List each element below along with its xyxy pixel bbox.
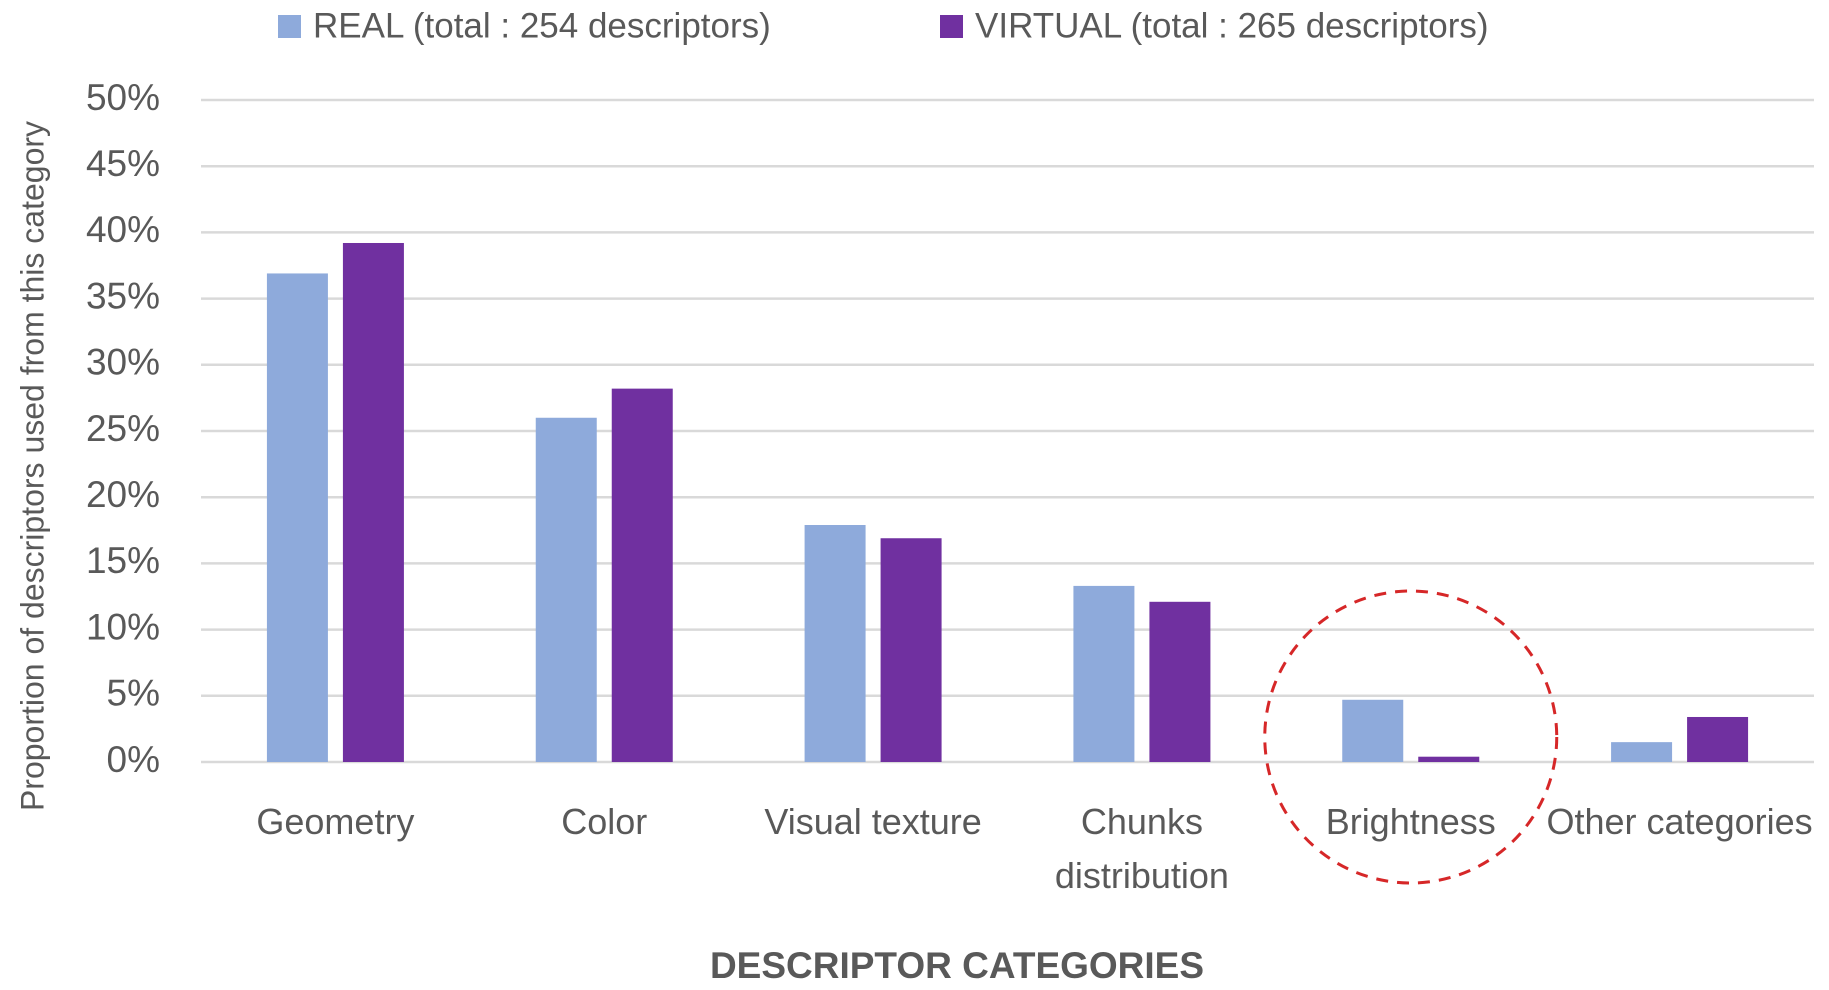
bar xyxy=(880,538,942,762)
bar xyxy=(1687,716,1749,762)
y-axis-title: Proportion of descriptors used from this… xyxy=(14,121,50,811)
y-tick-label: 20% xyxy=(86,474,160,515)
bar xyxy=(1611,742,1673,762)
y-tick-label: 0% xyxy=(107,739,160,780)
legend-swatch xyxy=(940,15,963,38)
x-tick-label: Chunks distribution xyxy=(1054,801,1229,896)
bar xyxy=(804,525,866,762)
x-tick-label: Brightness xyxy=(1325,801,1496,842)
y-tick-label: 15% xyxy=(86,540,160,581)
bar xyxy=(611,388,673,762)
y-tick-label: 5% xyxy=(107,673,160,714)
bar xyxy=(266,273,328,762)
highlight-circle xyxy=(1263,589,1559,885)
legend-label: VIRTUAL (total : 265 descriptors) xyxy=(975,6,1489,45)
bar xyxy=(535,417,597,762)
bar xyxy=(1342,699,1404,762)
x-tick-label: Color xyxy=(561,801,648,842)
bar xyxy=(1418,756,1480,762)
y-tick-label: 45% xyxy=(86,143,160,184)
y-tick-label: 50% xyxy=(86,77,160,118)
legend-swatch xyxy=(278,15,301,38)
bar xyxy=(342,242,404,762)
x-tick-label: Other categories xyxy=(1546,801,1813,842)
y-tick-label: 40% xyxy=(86,209,160,250)
x-tick-label: Visual texture xyxy=(764,801,982,842)
bar xyxy=(1149,601,1211,762)
y-tick-label: 25% xyxy=(86,408,160,449)
y-tick-label: 35% xyxy=(86,275,160,316)
y-tick-label: 30% xyxy=(86,342,160,383)
x-tick-label: Geometry xyxy=(256,801,415,842)
legend-label: REAL (total : 254 descriptors) xyxy=(313,6,771,45)
y-tick-label: 10% xyxy=(86,606,160,647)
x-axis-title: DESCRIPTOR CATEGORIES xyxy=(710,945,1204,986)
bar xyxy=(1073,585,1135,762)
